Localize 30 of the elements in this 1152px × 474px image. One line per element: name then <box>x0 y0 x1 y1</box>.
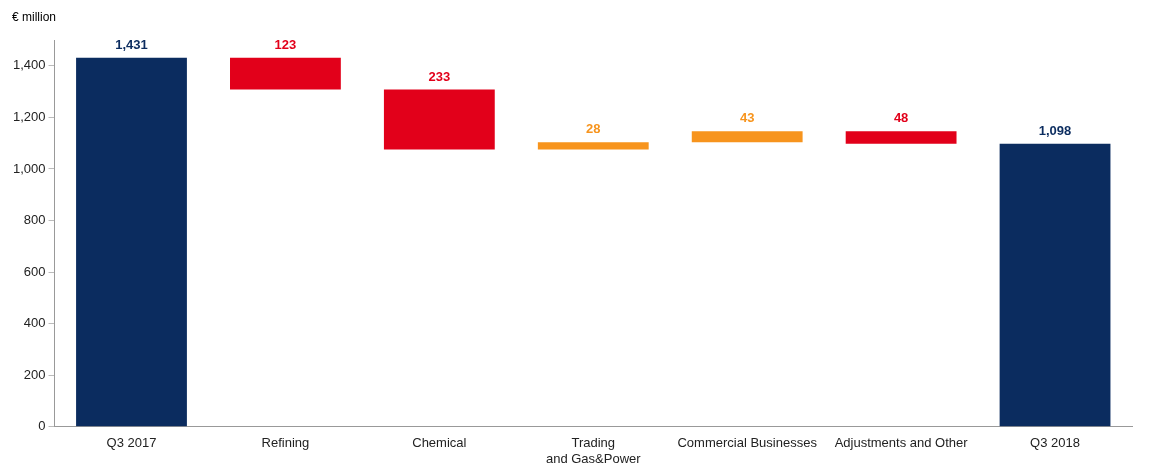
x-tick-label: Chemical <box>412 435 467 451</box>
bar <box>76 57 187 427</box>
x-tick-label: Refining <box>261 435 310 451</box>
y-tick-label: 0 <box>38 418 46 434</box>
y-tick-label: 1,000 <box>12 160 46 176</box>
x-tick-label: Q3 2018 <box>1030 435 1080 451</box>
bar <box>537 142 649 150</box>
y-tick-label: 1,400 <box>12 57 46 73</box>
bar <box>383 89 495 150</box>
data-label: 233 <box>428 68 451 84</box>
y-tick-label: 1,200 <box>12 108 46 124</box>
bar <box>691 131 803 143</box>
y-tick-label: 800 <box>23 212 46 228</box>
bar <box>845 131 957 144</box>
data-label: 1,098 <box>1038 122 1072 138</box>
data-label: 123 <box>274 36 297 52</box>
bar <box>999 143 1111 427</box>
y-tick-label: 400 <box>23 315 46 331</box>
data-label: 28 <box>586 121 601 137</box>
x-tick-label: Adjustments and Other <box>834 435 969 451</box>
y-axis-title: € million <box>12 10 57 25</box>
data-label: 1,431 <box>115 36 148 52</box>
bar <box>230 57 341 90</box>
data-label: 43 <box>739 110 755 126</box>
y-tick-label: 600 <box>23 263 46 279</box>
x-tick-label: Trading and Gas&Power <box>545 435 642 466</box>
x-tick-label: Commercial Businesses <box>677 435 818 451</box>
x-tick-label: Q3 2017 <box>106 435 157 451</box>
data-label: 48 <box>893 110 909 126</box>
y-tick-label: 200 <box>23 366 46 382</box>
